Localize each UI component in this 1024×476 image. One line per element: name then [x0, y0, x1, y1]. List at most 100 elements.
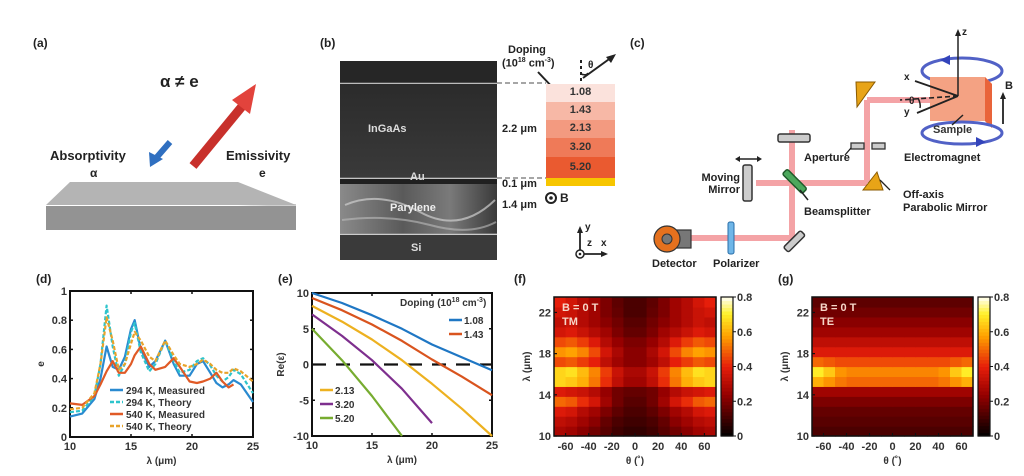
doping-title: Doping [508, 44, 546, 56]
heatmap-cell [600, 356, 613, 368]
heatmap-cell [588, 426, 601, 437]
heatmap-cell [869, 366, 882, 378]
heatmap-cell [950, 297, 963, 308]
heatmap-cell [927, 416, 940, 427]
heatmap-cell [554, 396, 567, 407]
heatmap-cell [692, 406, 706, 417]
chart-d: 10 15 20 25 0 0.2 0.4 0.6 0.8 1 λ (μm) e 294 K, Meas… [36, 286, 259, 467]
heatmap-cell [565, 376, 578, 387]
heatmap-cell [938, 406, 951, 417]
heatmap-cell [588, 376, 601, 387]
heatmap-cell [611, 396, 625, 407]
y-axis-label: Re(ε) [276, 352, 287, 376]
colorbar-segment [978, 342, 990, 347]
colorbar-segment [721, 418, 733, 423]
heatmap-cell [704, 306, 717, 318]
heatmap-cell [669, 306, 682, 318]
heatmap-cell [623, 376, 636, 387]
heatmap-cell [681, 326, 694, 338]
heatmap-cell [846, 297, 859, 308]
heatmap-cell [904, 316, 917, 328]
series-line-3-20 [311, 313, 433, 424]
coil-bottom-icon [920, 120, 1004, 146]
heatmap-cell [704, 326, 717, 338]
axis-y-label-b: y [585, 222, 591, 233]
heatmap-cell [812, 346, 825, 358]
heatmap-cell [577, 366, 590, 378]
heatmap-cell [669, 386, 682, 397]
heatmap-cell [577, 406, 590, 417]
y-tick-label: 18 [539, 349, 551, 361]
heatmap-cell [611, 297, 625, 308]
heatmap-cell [938, 356, 951, 368]
heatmap-annotation-field: B = 0 T [820, 302, 857, 314]
heatmap-cell [858, 316, 871, 328]
colorbar-segment [721, 314, 733, 319]
colorbar-segment [978, 352, 990, 357]
colorbar-segment [721, 303, 733, 309]
heatmap-cell [658, 396, 671, 407]
heatmap-cell [927, 386, 940, 397]
heatmap-cell [577, 426, 590, 437]
heatmap-cell [938, 297, 951, 308]
x-tick-label: 60 [955, 441, 967, 453]
heatmap-cell [927, 406, 940, 417]
heatmap-cell [658, 426, 671, 437]
heatmap-cell [681, 396, 694, 407]
heatmap-cell [611, 426, 625, 437]
heatmap-cell [823, 316, 836, 328]
heatmap-cell [812, 396, 825, 407]
sem-parylene [340, 184, 497, 234]
heatmap-cell [812, 406, 825, 417]
heatmap-cell [915, 356, 928, 368]
heatmap-cell [588, 356, 601, 368]
heatmap-cell [869, 386, 882, 397]
heatmap-cell [858, 396, 871, 407]
heatmap-cell [611, 416, 625, 427]
heatmap-cell [681, 297, 694, 308]
heatmap-cell [950, 386, 963, 397]
heatmap-cell [588, 336, 601, 348]
heatmap-cell [588, 386, 601, 397]
doping-stack [546, 84, 615, 186]
heatmap-cell [915, 416, 928, 427]
colorbar-segment [978, 401, 990, 406]
y-tick-label: 10 [797, 431, 809, 443]
panel-a-label: (a) [33, 36, 48, 50]
x-tick-label: 0 [889, 441, 895, 453]
heatmap-cell [961, 346, 974, 358]
colorbar-segment [721, 359, 733, 364]
heatmap-cell [681, 426, 694, 437]
heatmap-cell [846, 306, 859, 318]
axis-z-label-b: z [587, 238, 592, 249]
y-tick-label: 0.4 [52, 374, 68, 386]
thickness-au: 0.1 μm [502, 178, 537, 190]
x-tick-label: 20 [186, 441, 198, 453]
detector-label: Detector [652, 258, 697, 270]
heatmap-cell [892, 426, 905, 437]
heatmap-cell [961, 416, 974, 427]
heatmap-cell [704, 336, 717, 348]
y-tick-label: 10 [539, 431, 551, 443]
heatmap-cell [881, 336, 894, 348]
sem-ingaas [340, 84, 497, 178]
theta-label-c: θ [909, 96, 915, 107]
heatmap-cell [915, 406, 928, 417]
heatmap-cell [892, 297, 905, 308]
y-axis-label: e [36, 361, 47, 367]
heatmap-cell [823, 326, 836, 338]
heatmap-cell [681, 386, 694, 397]
heatmap-cell [950, 306, 963, 318]
heatmap-cell [565, 406, 578, 417]
heatmap-cell [915, 326, 928, 338]
heatmap-cell [646, 346, 659, 358]
heatmap-cell [961, 336, 974, 348]
heatmap-cell [588, 306, 601, 318]
colorbar-segment [978, 297, 990, 302]
y-tick-label: 14 [797, 390, 810, 402]
heatmap-cell [892, 376, 905, 387]
series-line-1-43 [311, 296, 493, 397]
chart-f: -60 -40 -20 0 20 40 60 10 14 18 22 θ (˚) λ (μm) B = 0… [522, 292, 753, 467]
colorbar-segment [721, 345, 733, 350]
heatmap-cell [565, 366, 578, 378]
